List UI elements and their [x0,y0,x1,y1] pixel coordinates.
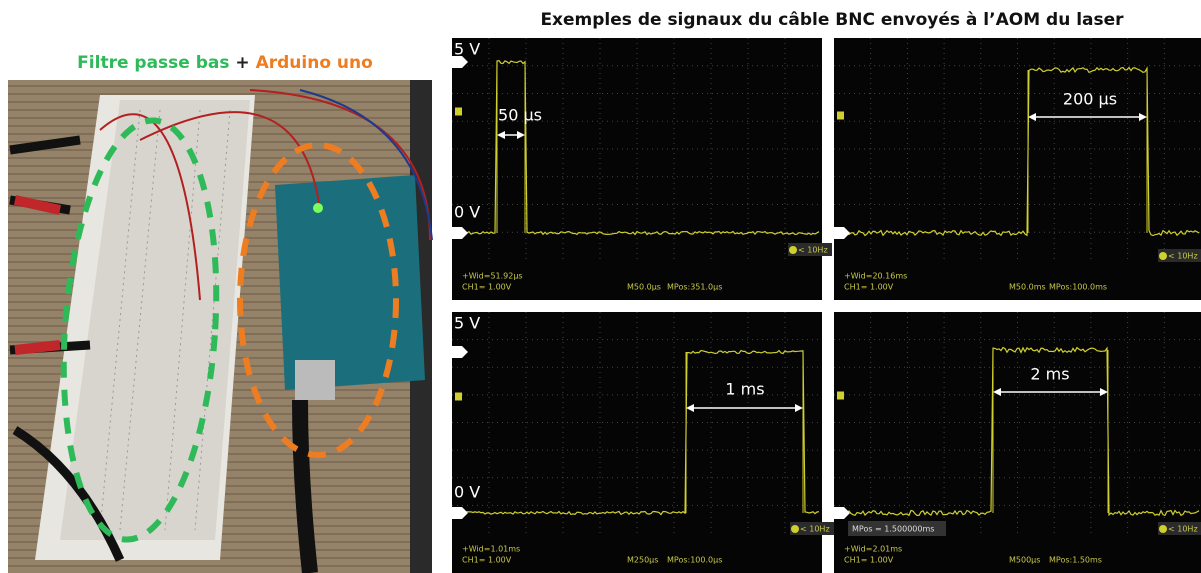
trigger-box [1158,522,1201,535]
trigger-box [1158,249,1201,262]
timebase-readout: M50.0µs [627,283,661,292]
level-marker [834,507,850,519]
position-readout: MPos:100.0µs [667,556,722,565]
trigger-box [790,522,834,535]
heading-plus: + [235,53,249,73]
trigger-icon [1159,252,1167,260]
heading-filter: Filtre passe bas [77,53,229,73]
marker-readout: MPos = 1.500000ms [852,525,934,534]
trigger-marker [455,392,462,401]
timebase-readout: M250µs [627,556,658,565]
arrow-head [993,388,1001,396]
signal-trace [456,60,820,236]
oscilloscope-panel: 2 ms < 10Hz MPos = 1.500000ms +Wid=2.01ms CH… [834,312,1201,573]
level-marker [452,227,468,239]
position-readout: MPos:100.0ms [1049,283,1107,292]
duration-label: 50 µs [498,106,542,125]
signal-trace [838,346,1200,517]
trigger-readout: < 10Hz [798,246,828,255]
channel-readout: CH1= 1.00V [844,556,894,565]
bottom-level-label: 0 V [454,203,480,222]
top-level-label: 5 V [454,314,480,333]
level-marker [834,227,850,239]
scopes: 5 V 0 V 50 µs < 10Hz +Wid=51.92µs CH1= 1.00V M… [452,38,1201,573]
timebase-readout: M500µs [1009,556,1040,565]
photo-heading: Filtre passe bas + Arduino uno [77,53,373,73]
bottom-level-label: 0 V [454,483,480,502]
trigger-icon [1159,525,1167,533]
oscilloscope-panel: 200 µs < 10Hz +Wid=20.16ms CH1= 1.00V M50.0m… [834,38,1201,300]
trigger-icon [789,246,797,254]
arrow-head [795,404,803,412]
heading-board: Arduino uno [256,53,373,73]
marker-box [848,521,946,536]
trigger-readout: < 10Hz [1168,525,1198,534]
width-readout: +Wid=1.01ms [462,545,520,554]
duration-label: 1 ms [725,380,764,399]
trigger-marker [837,111,844,120]
trigger-readout: < 10Hz [1168,252,1198,261]
level-marker [452,507,468,519]
duration-label: 2 ms [1030,365,1069,384]
arrow-head [1028,113,1036,121]
arrow-head [686,404,694,412]
level-marker [452,346,468,358]
trigger-readout: < 10Hz [800,525,830,534]
trigger-box [788,243,832,256]
arrow-head [1139,113,1147,121]
top-level-label: 5 V [454,40,480,59]
channel-readout: CH1= 1.00V [844,283,894,292]
arrow-head [517,131,525,139]
arrow-head [497,131,505,139]
slide-title: Exemples de signaux du câble BNC envoyés… [540,10,1124,30]
width-readout: +Wid=2.01ms [844,545,902,554]
trigger-icon [791,525,799,533]
channel-readout: CH1= 1.00V [462,283,512,292]
level-marker [452,56,468,68]
position-readout: MPos:1.50ms [1049,556,1102,565]
oscilloscope-panel: 5 V 0 V 50 µs < 10Hz +Wid=51.92µs CH1= 1.00V M… [452,38,832,300]
oscilloscope-panel: 5 V 0 V 1 ms < 10Hz +Wid=1.01ms CH1= 1.00V M25… [452,312,834,573]
arrow-head [1100,388,1108,396]
photo [8,80,433,573]
width-readout: +Wid=51.92µs [462,272,523,281]
timebase-readout: M50.0ms [1009,283,1046,292]
position-readout: MPos:351.0µs [667,283,722,292]
trigger-marker [837,391,844,400]
width-readout: +Wid=20.16ms [844,272,907,281]
signal-trace [457,349,820,516]
trigger-marker [455,107,462,116]
signal-trace [838,66,1200,237]
channel-readout: CH1= 1.00V [462,556,512,565]
duration-label: 200 µs [1063,90,1117,109]
